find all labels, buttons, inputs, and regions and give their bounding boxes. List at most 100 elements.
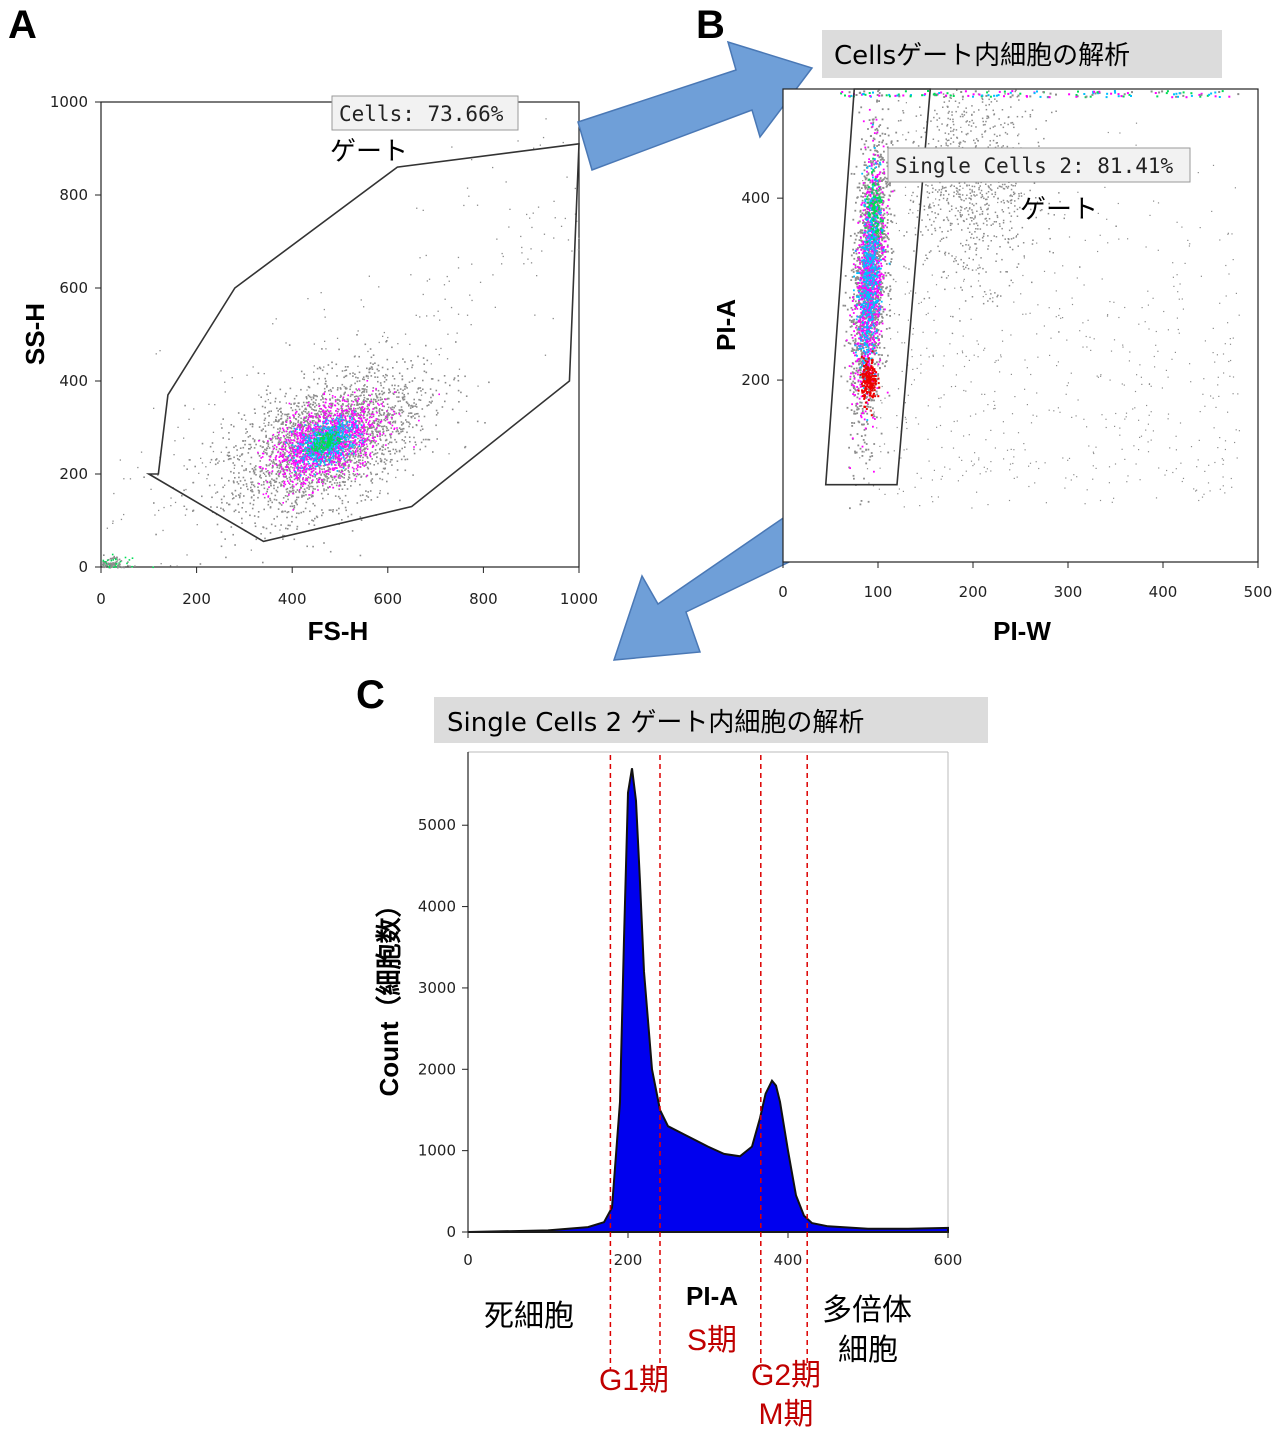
scatter-point xyxy=(336,425,339,428)
scatter-point xyxy=(567,239,570,241)
scatter-point xyxy=(354,432,357,435)
scatter-point xyxy=(318,444,321,446)
scatter-point xyxy=(267,441,269,443)
scatter-point xyxy=(359,418,361,420)
scatter-point xyxy=(348,448,350,450)
scatter-point xyxy=(291,409,294,412)
scatter-point xyxy=(359,494,362,497)
scatter-point xyxy=(250,477,252,480)
scatter-point xyxy=(280,437,282,439)
scatter-point xyxy=(286,415,289,418)
scatter-point xyxy=(279,401,281,403)
scatter-point xyxy=(347,404,349,407)
scatter-point xyxy=(295,502,298,504)
scatter-point xyxy=(325,476,327,478)
scatter-point xyxy=(352,454,354,456)
scatter-point xyxy=(305,424,307,427)
scatter-point xyxy=(343,451,345,453)
scatter-point xyxy=(251,489,253,491)
scatter-point xyxy=(320,453,323,455)
scatter-point xyxy=(289,427,292,429)
scatter-point xyxy=(337,427,339,429)
scatter-point xyxy=(337,450,340,452)
scatter-point xyxy=(408,405,410,407)
scatter-point xyxy=(289,475,292,477)
scatter-point xyxy=(370,424,372,426)
scatter-point xyxy=(395,450,398,453)
scatter-point xyxy=(492,274,494,276)
scatter-point xyxy=(401,439,404,441)
scatter-point xyxy=(345,429,347,432)
scatter-point xyxy=(377,424,380,427)
scatter-point xyxy=(303,425,306,428)
scatter-point xyxy=(353,430,356,433)
scatter-point xyxy=(391,384,393,387)
scatter-point xyxy=(385,439,388,441)
scatter-point xyxy=(449,384,451,387)
scatter-point xyxy=(372,363,374,365)
scatter-point xyxy=(523,263,525,265)
scatter-point xyxy=(296,477,299,480)
scatter-point xyxy=(335,447,337,449)
scatter-point xyxy=(375,460,377,463)
scatter-point xyxy=(271,462,274,464)
scatter-point xyxy=(360,426,362,429)
scatter-point xyxy=(390,441,393,444)
scatter-point xyxy=(324,431,327,434)
scatter-point xyxy=(271,467,274,469)
scatter-point xyxy=(257,451,259,454)
scatter-point xyxy=(306,434,308,437)
scatter-point xyxy=(304,470,307,473)
scatter-point xyxy=(207,473,209,476)
scatter-point xyxy=(292,430,294,432)
scatter-point xyxy=(416,207,418,209)
scatter-point xyxy=(288,473,291,475)
scatter-point xyxy=(344,424,346,426)
scatter-point xyxy=(297,419,300,422)
scatter-point xyxy=(317,424,319,426)
scatter-point xyxy=(430,402,432,404)
scatter-point xyxy=(347,465,350,467)
scatter-point xyxy=(234,477,236,479)
scatter-point xyxy=(228,451,230,454)
scatter-point xyxy=(315,432,317,434)
scatter-point xyxy=(307,430,310,433)
scatter-point xyxy=(284,447,287,450)
scatter-point xyxy=(246,431,248,433)
scatter-point xyxy=(341,499,344,502)
scatter-point xyxy=(419,399,422,401)
scatter-point xyxy=(316,454,319,456)
scatter-point xyxy=(336,423,338,425)
scatter-point xyxy=(384,417,387,420)
scatter-point xyxy=(284,438,287,440)
scatter-point xyxy=(322,512,324,514)
scatter-point xyxy=(315,451,318,453)
scatter-point xyxy=(344,400,346,402)
scatter-point xyxy=(359,448,362,451)
scatter-point xyxy=(325,456,327,458)
scatter-point xyxy=(310,468,313,471)
scatter-point xyxy=(309,436,312,439)
scatter-point xyxy=(379,432,381,434)
scatter-point xyxy=(294,444,297,447)
scatter-point xyxy=(367,427,370,429)
scatter-point xyxy=(188,418,190,420)
scatter-point xyxy=(311,421,314,423)
scatter-point xyxy=(230,457,232,460)
scatter-point xyxy=(339,448,342,451)
scatter-point xyxy=(400,406,403,408)
scatter-point xyxy=(363,423,365,426)
scatter-point xyxy=(277,428,279,430)
scatter-point xyxy=(272,445,274,448)
scatter-point xyxy=(344,460,347,463)
scatter-point xyxy=(270,482,272,484)
scatter-point xyxy=(255,465,257,467)
scatter-point xyxy=(321,514,323,517)
scatter-point xyxy=(224,391,226,393)
scatter-point xyxy=(363,441,365,443)
scatter-point xyxy=(330,451,332,454)
scatter-point xyxy=(367,398,369,400)
scatter-point xyxy=(360,432,363,435)
scatter-point xyxy=(344,409,347,411)
scatter-point xyxy=(331,442,333,445)
